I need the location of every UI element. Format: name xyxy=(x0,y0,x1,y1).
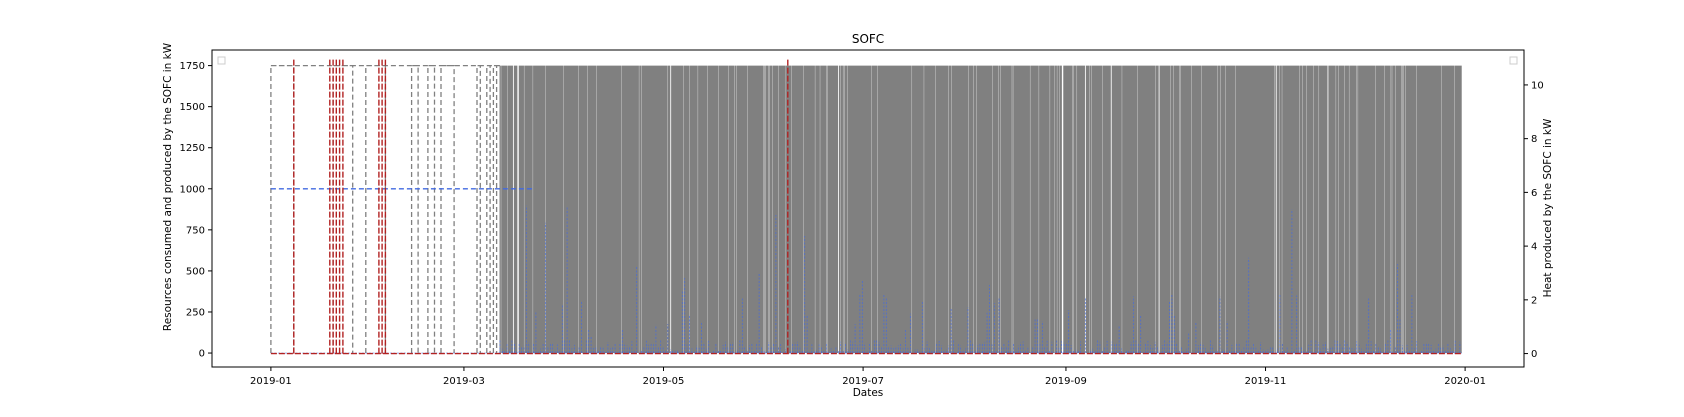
x-tick-label: 2020-01 xyxy=(1444,376,1486,387)
legend-box-upper-right xyxy=(1510,57,1517,64)
y-tick-label: 0 xyxy=(199,349,205,360)
y2-tick-label: 10 xyxy=(1531,80,1544,91)
y-tick-label: 750 xyxy=(186,225,205,236)
y-tick-label: 1250 xyxy=(180,143,205,154)
y2-tick-label: 8 xyxy=(1531,134,1537,145)
y-tick-label: 500 xyxy=(186,266,205,277)
x-tick-label: 2019-01 xyxy=(250,376,292,387)
legend-box-upper-left xyxy=(218,57,225,64)
series-gray-dense xyxy=(500,66,1461,353)
x-tick-label: 2019-11 xyxy=(1245,376,1287,387)
chart-title: SOFC xyxy=(852,32,884,46)
x-tick-label: 2019-09 xyxy=(1045,376,1087,387)
x-axis-label: Dates xyxy=(853,387,884,399)
y-tick-label: 1000 xyxy=(180,184,205,195)
x-tick-label: 2019-03 xyxy=(443,376,485,387)
y-tick-label: 250 xyxy=(186,307,205,318)
y-axis-label: Resources consumed and produced by the S… xyxy=(162,42,174,331)
x-tick-label: 2019-05 xyxy=(643,376,685,387)
y-tick-label: 1750 xyxy=(180,61,205,72)
y-tick-label: 1500 xyxy=(180,102,205,113)
y2-axis-label: Heat produced by the SOFC in kW xyxy=(1542,118,1554,297)
y2-tick-label: 4 xyxy=(1531,242,1537,253)
y2-tick-label: 0 xyxy=(1531,349,1537,360)
y2-tick-label: 6 xyxy=(1531,188,1537,199)
x-tick-label: 2019-07 xyxy=(842,376,884,387)
y2-tick-label: 2 xyxy=(1531,295,1537,306)
plot-area xyxy=(271,58,1462,354)
